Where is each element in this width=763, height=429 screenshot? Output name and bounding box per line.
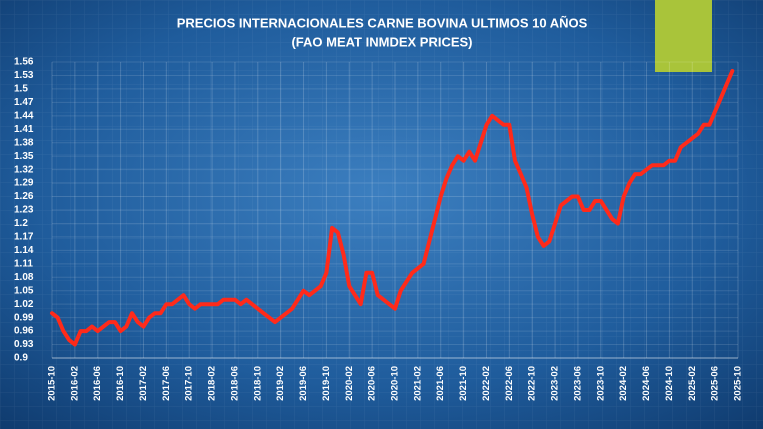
x-tick-label: 2023-02	[550, 366, 561, 401]
y-tick-label: 1.05	[14, 285, 34, 296]
y-tick-label: 1.08	[14, 272, 34, 283]
y-tick-label: 1.26	[14, 191, 34, 202]
x-tick-label: 2016-10	[115, 366, 126, 401]
y-tick-label: 1.11	[14, 258, 33, 269]
x-tick-label: 2018-06	[229, 366, 240, 401]
x-tick-label: 2023-06	[572, 366, 583, 401]
x-tick-label: 2021-10	[458, 366, 469, 401]
y-tick-label: 1.23	[14, 205, 34, 216]
y-tick-label: 1.47	[14, 97, 34, 108]
y-tick-label: 1.35	[14, 151, 34, 162]
x-tick-label: 2024-06	[641, 366, 652, 401]
y-tick-label: 1.44	[14, 110, 34, 121]
y-tick-label: 1.56	[14, 57, 34, 68]
x-tick-label: 2018-10	[252, 366, 263, 401]
x-tick-label: 2018-02	[207, 366, 218, 401]
y-tick-label: 0.99	[14, 312, 34, 323]
x-tick-label: 2020-02	[344, 366, 355, 401]
y-tick-label: 1.29	[14, 178, 34, 189]
x-tick-label: 2017-10	[184, 366, 195, 401]
x-tick-label: 2025-10	[733, 366, 744, 401]
data-line	[50, 69, 735, 347]
y-tick-label: 1.32	[14, 164, 34, 175]
y-tick-label: 1.14	[14, 245, 34, 256]
x-tick-label: 2022-02	[481, 366, 492, 401]
y-tick-label: 0.9	[14, 353, 28, 364]
x-tick-label: 2022-10	[527, 366, 538, 401]
x-tick-label: 2017-06	[161, 366, 172, 401]
x-tick-label: 2020-06	[367, 366, 378, 401]
x-tick-label: 2021-06	[435, 366, 446, 401]
y-tick-label: 1.17	[14, 232, 34, 243]
y-tick-label: 0.93	[14, 339, 34, 350]
x-tick-label: 2017-02	[138, 366, 149, 401]
x-tick-label: 2022-06	[504, 366, 515, 401]
y-tick-label: 1.53	[14, 70, 34, 81]
x-tick-label: 2016-02	[69, 366, 80, 401]
x-tick-label: 2019-02	[275, 366, 286, 401]
y-tick-label: 1.02	[14, 299, 34, 310]
x-tick-label: 2024-02	[618, 366, 629, 401]
chart-title: PRECIOS INTERNACIONALES CARNE BOVINA ULT…	[177, 15, 588, 30]
x-tick-label: 2015-10	[47, 366, 58, 401]
y-tick-label: 1.2	[14, 218, 28, 229]
x-tick-label: 2021-02	[412, 366, 423, 401]
x-tick-label: 2016-06	[92, 366, 103, 401]
x-tick-label: 2025-06	[710, 366, 721, 401]
chart-subtitle: (FAO MEAT INMDEX PRICES)	[291, 34, 472, 49]
x-tick-label: 2019-06	[298, 366, 309, 401]
y-tick-label: 1.38	[14, 137, 34, 148]
y-tick-label: 1.41	[14, 124, 34, 135]
y-tick-label: 1.5	[14, 84, 28, 95]
y-tick-label: 0.96	[14, 326, 34, 337]
x-tick-label: 2020-10	[390, 366, 401, 401]
x-tick-label: 2024-10	[664, 366, 675, 401]
x-tick-label: 2023-10	[595, 366, 606, 401]
x-tick-label: 2025-02	[687, 366, 698, 401]
x-tick-label: 2019-10	[321, 366, 332, 401]
decor-block	[655, 0, 712, 72]
